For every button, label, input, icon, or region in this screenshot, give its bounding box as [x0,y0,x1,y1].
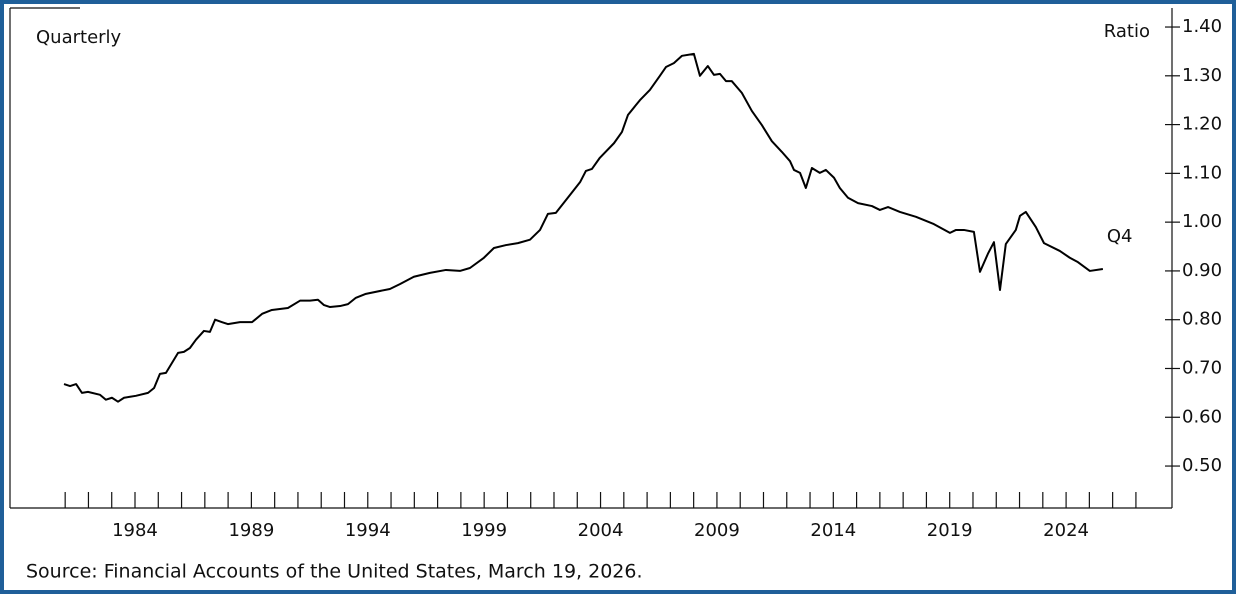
y-tick-label: 1.20 [1182,114,1222,135]
x-tick-label: 1989 [228,520,274,541]
y-tick-label: 0.90 [1182,260,1222,281]
frequency-label: Quarterly [36,27,122,48]
y-tick-label: 0.50 [1182,455,1222,476]
series-line [63,52,1104,403]
last-point-label: Q4 [1107,226,1133,247]
y-tick-label: 0.80 [1182,309,1222,330]
x-tick-label: 1999 [461,520,507,541]
y-tick-label: 1.10 [1182,162,1222,183]
unit-label: Ratio [1104,21,1150,42]
x-tick-label: 2014 [810,520,856,541]
source: Source: Financial Accounts of the United… [26,561,643,583]
x-tick-label: 2009 [694,520,740,541]
x-tick-label: 2019 [927,520,973,541]
x-tick-label: 2024 [1043,520,1089,541]
x-tick-label: 1994 [345,520,391,541]
y-tick-label: 0.70 [1182,357,1222,378]
x-tick-label: 2004 [578,520,624,541]
y-tick-label: 1.30 [1182,65,1222,86]
y-tick-label: 1.40 [1182,16,1222,37]
x-tick-label: 1984 [112,520,158,541]
y-tick-label: 0.60 [1182,406,1222,427]
y-tick-label: 1.00 [1182,211,1222,232]
